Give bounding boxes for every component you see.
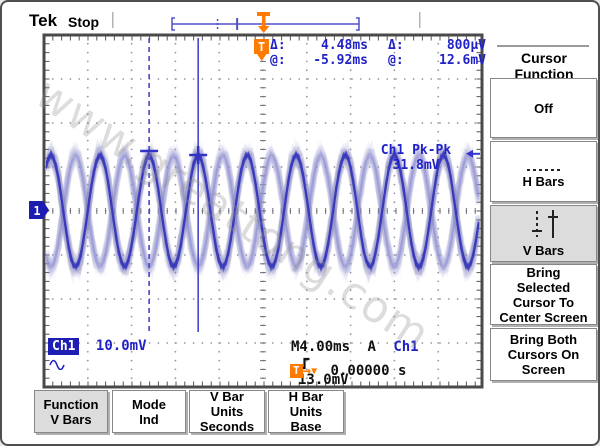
delta-time-label: Δ: <box>270 38 286 53</box>
pkpk-measurement: Ch1 Pk-Pk 31.8mV <box>364 143 468 173</box>
delta-voltage-label: Δ: <box>388 38 404 53</box>
delta-voltage-value: 800µV <box>446 38 486 53</box>
tek-logo: Tek <box>29 11 58 30</box>
channel-badge: Ch1 <box>48 337 80 355</box>
h-bars-icon <box>526 154 561 171</box>
menu-button-h-bars[interactable]: H Bars <box>490 141 597 202</box>
channel-scale: 10.0mV <box>95 338 147 354</box>
trigger-level-arrow-icon <box>466 149 480 158</box>
bottom-button-v-bar-units[interactable]: V Bar Units Seconds <box>189 389 265 434</box>
bottom-button-h-bar-units-label: H Bar Units Base <box>288 389 324 434</box>
trigger-position-value: 0.00000 s <box>330 363 407 379</box>
bottom-button-v-bar-units-label: V Bar Units Seconds <box>199 389 255 434</box>
at-voltage-label: @: <box>388 53 404 68</box>
menu-button-bring-selected-cursor[interactable]: Bring Selected Cursor To Center Screen <box>490 264 597 325</box>
channel1-marker: 1 <box>29 201 49 219</box>
trigger-position-marker-icon: T <box>254 39 269 61</box>
menu-button-bring-both-cursors[interactable]: Bring Both Cursors On Screen <box>490 328 597 381</box>
svg-text:1: 1 <box>33 204 40 218</box>
svg-text:T: T <box>258 40 265 54</box>
trigger-position-readout: T →▼ 0.00000 s <box>290 363 406 380</box>
at-time-value: -5.92ms <box>313 53 368 68</box>
record-trigger-flag-icon <box>257 12 270 33</box>
trigger-t-icon: T <box>290 364 303 378</box>
menu-button-bring-both-label: Bring Both Cursors On Screen <box>507 332 580 377</box>
menu-button-v-bars-label: V Bars <box>522 243 565 258</box>
pkpk-measurement-source: Ch1 Pk-Pk <box>380 143 452 158</box>
menu-button-bring-selected-label: Bring Selected Cursor To Center Screen <box>499 264 588 325</box>
side-menu: Cursor Function Off H Bars V Bars Bring … <box>489 2 598 444</box>
ac-coupling-icon <box>49 359 65 370</box>
bottom-button-function-label: Function V Bars <box>43 396 99 427</box>
cursor-delta-readout: Δ: 4.48ms Δ: 800µV <box>270 38 486 53</box>
bottom-button-mode[interactable]: Mode Ind <box>112 390 186 433</box>
bottom-button-function[interactable]: Function V Bars <box>34 390 108 433</box>
acquisition-status: Stop <box>68 14 100 30</box>
menu-button-v-bars[interactable]: V Bars <box>490 205 597 262</box>
right-arrow-icon: → <box>302 363 312 379</box>
graticule <box>42 33 484 389</box>
menu-button-off-label: Off <box>534 100 553 116</box>
cursor-at-readout: @: -5.92ms @: 12.6mV <box>270 53 486 68</box>
timebase-value: M4.00ms <box>291 339 351 355</box>
at-voltage-value: 12.6mV <box>439 53 486 68</box>
at-time-label: @: <box>270 53 286 68</box>
v-bar-cursor-2-selected[interactable] <box>189 38 208 332</box>
record-bar <box>112 12 421 33</box>
channel-readout: Ch1 10.0mV <box>48 336 147 370</box>
delta-time-value: 4.48ms <box>321 38 368 53</box>
trigger-source: Ch1 <box>393 339 419 355</box>
down-triangle-icon: ▼ <box>311 366 318 377</box>
bottom-button-mode-label: Mode Ind <box>132 396 166 427</box>
v-bar-cursor-1[interactable] <box>140 38 159 332</box>
menu-button-h-bars-label: H Bars <box>522 174 565 189</box>
trigger-readout: M4.00ms A Ch1 13.0mV <box>291 338 419 389</box>
v-bars-icon <box>531 210 558 238</box>
menu-button-off[interactable]: Off <box>490 78 597 138</box>
trigger-level-value: 13.0mV <box>298 372 349 388</box>
pkpk-measurement-value: 31.8mV <box>392 158 440 173</box>
bottom-button-h-bar-units[interactable]: H Bar Units Base <box>268 389 344 434</box>
ch1-waveform-trace <box>46 136 480 286</box>
trigger-source-prefix: A <box>367 339 376 355</box>
menu-divider <box>497 45 589 47</box>
